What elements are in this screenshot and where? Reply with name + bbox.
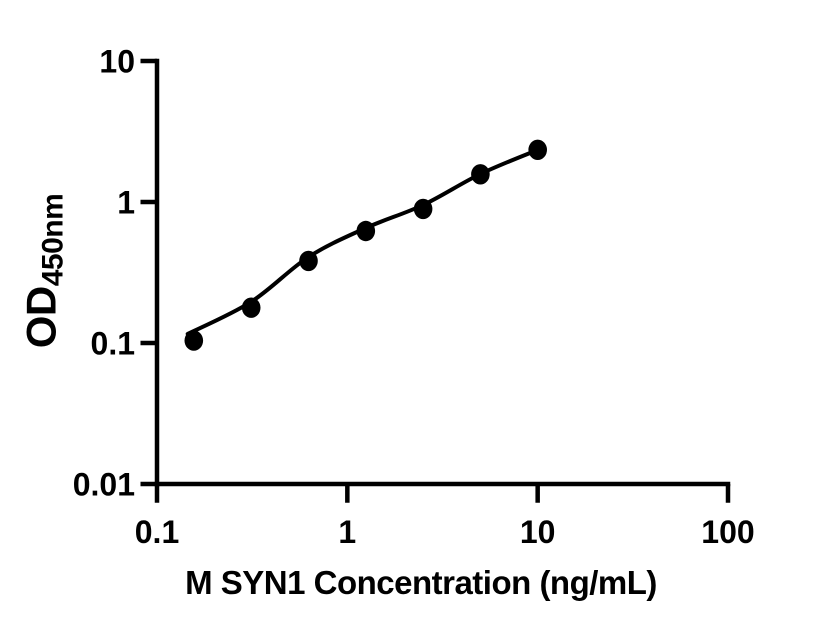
y-axis-title-main: OD: [17, 286, 65, 349]
y-tick-label: 0.1: [91, 326, 135, 362]
x-axis-title: M SYN1 Concentration (ng/mL): [185, 564, 657, 601]
x-tick-label: 0.1: [135, 514, 179, 550]
data-point: [356, 220, 376, 242]
data-point: [413, 198, 433, 220]
data-point: [528, 139, 547, 160]
y-axis-title: OD450nm: [18, 194, 71, 349]
y-axis-title-subscript: 450nm: [36, 193, 70, 287]
data-point: [471, 164, 490, 185]
x-tick-label: 100: [701, 514, 754, 550]
data-point: [299, 250, 318, 272]
y-tick-label: 10: [99, 44, 135, 80]
y-tick-label: 1: [117, 185, 135, 221]
data-point: [241, 297, 261, 318]
x-tick-label: 1: [338, 514, 356, 550]
data-point: [184, 330, 204, 351]
y-tick-label: 0.01: [73, 467, 135, 503]
x-tick-label: 10: [520, 514, 556, 550]
